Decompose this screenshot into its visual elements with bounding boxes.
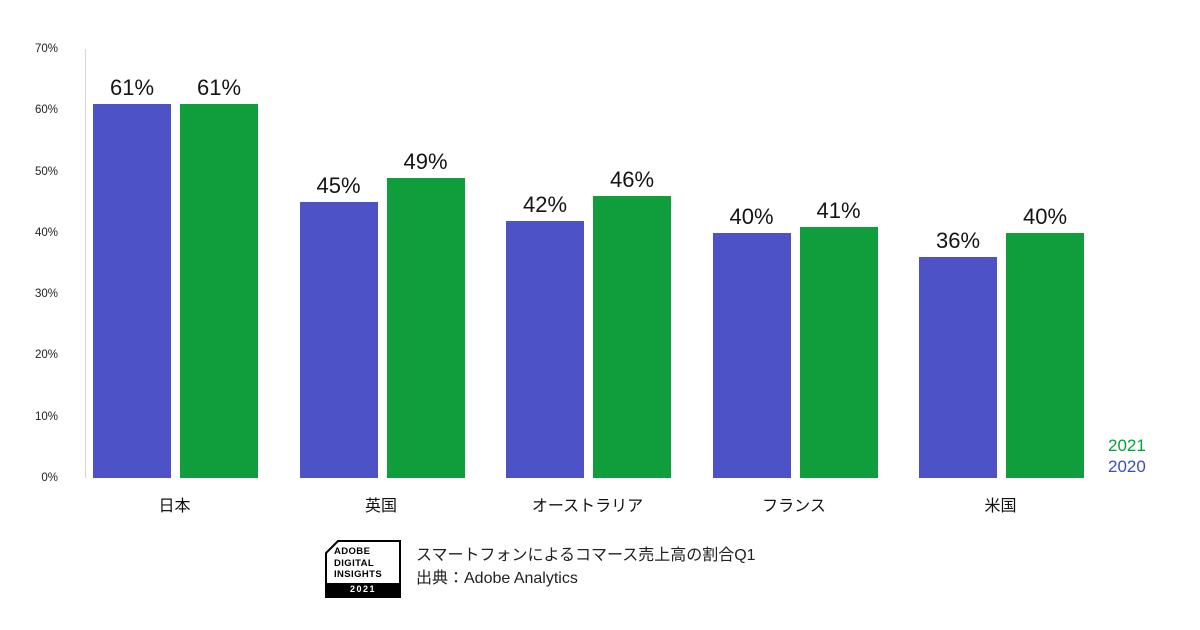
bar-value-label: 46% bbox=[609, 167, 655, 193]
bar-value-label: 40% bbox=[1022, 203, 1068, 229]
plot-area: 61% 61% 45% 49% 42% 46% 40% 41% 36% 40% bbox=[85, 49, 1091, 478]
bar bbox=[506, 220, 584, 478]
y-tick-label: 70% bbox=[34, 43, 58, 55]
chart-title: スマートフォンによるコマース売上高の割合Q1 bbox=[416, 547, 756, 564]
y-tick-label: 10% bbox=[34, 410, 58, 423]
bar-value-label: 45% bbox=[316, 173, 361, 199]
legend: 2021 2020 bbox=[1108, 435, 1146, 477]
bar-column: 61% bbox=[180, 49, 258, 478]
chart-source: 出典：Adobe Analytics bbox=[416, 570, 578, 587]
bar-group: 61% 61% bbox=[93, 49, 258, 478]
bar-column: 41% bbox=[799, 49, 878, 478]
category-label: オーストラリア bbox=[531, 498, 644, 515]
bar-chart: 70% 60% 50% 40% 30% 20% 10% 0% 61% 61% 45% 49% 42% 4… bbox=[30, 43, 1170, 549]
category-label: 米国 bbox=[984, 498, 1017, 515]
bar bbox=[386, 177, 465, 478]
bar-column: 61% bbox=[93, 49, 171, 478]
bar-column: 40% bbox=[1006, 49, 1084, 478]
badge-text-line: DIGITAL bbox=[334, 557, 375, 569]
bar bbox=[593, 196, 671, 478]
bar bbox=[1006, 232, 1084, 478]
y-tick-label: 30% bbox=[34, 288, 58, 301]
bar bbox=[299, 202, 378, 478]
badge-year: 2021 bbox=[327, 583, 399, 596]
x-axis-labels: 日本 英国 オーストラリア フランス 米国 bbox=[85, 486, 1090, 516]
bar bbox=[712, 232, 791, 478]
bar bbox=[919, 257, 997, 478]
bar-group: 36% 40% bbox=[919, 49, 1084, 478]
bar bbox=[799, 226, 878, 478]
bar-column: 36% bbox=[919, 49, 997, 478]
bar-value-label: 41% bbox=[816, 197, 861, 223]
bar-group: 42% 46% bbox=[506, 49, 671, 478]
bar bbox=[180, 104, 258, 478]
y-tick-label: 50% bbox=[34, 165, 58, 178]
y-axis: 70% 60% 50% 40% 30% 20% 10% 0% bbox=[30, 43, 58, 484]
badge-text: ADOBE DIGITAL INSIGHTS bbox=[334, 546, 398, 581]
footer: ADOBE DIGITAL INSIGHTS 2021 スマートフォンによるコマース… bbox=[325, 540, 756, 598]
category-label: フランス bbox=[762, 498, 826, 515]
bar-column: 45% bbox=[299, 49, 378, 478]
adobe-digital-insights-badge: ADOBE DIGITAL INSIGHTS 2021 bbox=[325, 540, 401, 598]
bar-groups: 61% 61% 45% 49% 42% 46% 40% 41% 36% 40% bbox=[86, 49, 1091, 478]
y-tick-label: 0% bbox=[41, 472, 58, 484]
bar-value-label: 40% bbox=[729, 203, 774, 229]
badge-text-line: INSIGHTS bbox=[334, 569, 383, 580]
legend-item: 2020 bbox=[1108, 457, 1146, 476]
bar-value-label: 61% bbox=[109, 75, 155, 101]
category-label: 日本 bbox=[158, 498, 191, 515]
bar-column: 40% bbox=[712, 49, 791, 478]
bar-value-label: 42% bbox=[522, 191, 568, 217]
chart-caption: スマートフォンによるコマース売上高の割合Q1 出典：Adobe Analytic… bbox=[416, 540, 756, 598]
bar-value-label: 61% bbox=[196, 75, 242, 101]
bar bbox=[93, 104, 171, 478]
bar-value-label: 49% bbox=[403, 148, 448, 174]
bar-value-label: 36% bbox=[935, 228, 981, 254]
legend-item: 2021 bbox=[1108, 436, 1146, 455]
bar-column: 46% bbox=[593, 49, 671, 478]
y-tick-label: 40% bbox=[34, 226, 58, 239]
bar-group: 45% 49% bbox=[299, 49, 465, 478]
category-label: 英国 bbox=[364, 498, 397, 515]
y-tick-label: 20% bbox=[34, 349, 58, 362]
bar-column: 49% bbox=[386, 49, 465, 478]
bar-column: 42% bbox=[506, 49, 584, 478]
bar-group: 40% 41% bbox=[712, 49, 878, 478]
y-tick-label: 60% bbox=[34, 104, 58, 117]
badge-text-line: ADOBE bbox=[334, 546, 371, 557]
